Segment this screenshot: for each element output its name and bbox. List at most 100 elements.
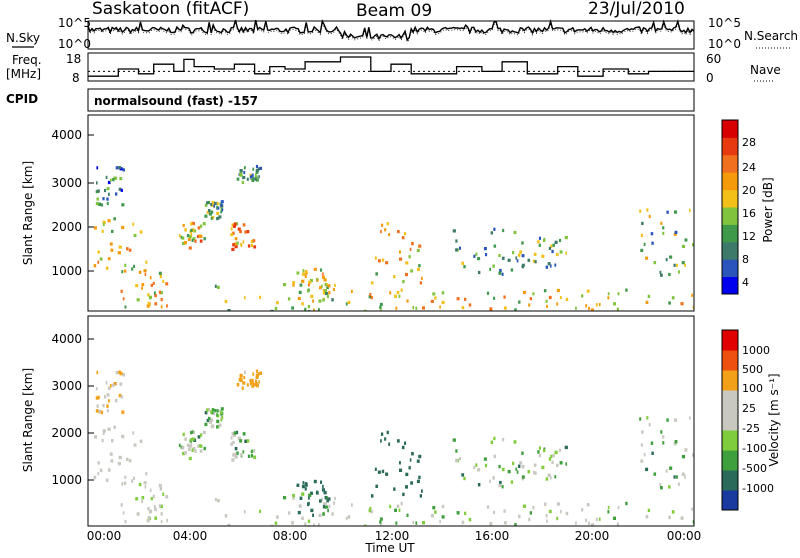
power-cell: [313, 267, 317, 271]
velocity-cell: [188, 456, 192, 461]
velocity-cell: [122, 511, 125, 515]
power-cell: [162, 279, 165, 283]
velocity-cell: [313, 479, 317, 484]
velocity-cell: [145, 472, 148, 476]
power-cell: [565, 251, 567, 255]
velocity-cell: [202, 430, 206, 435]
power-cell: [124, 305, 127, 309]
power-cell: [512, 251, 515, 255]
power-cell: [97, 260, 100, 264]
velocity-cell: [141, 499, 143, 504]
velocity-cell: [136, 512, 140, 516]
power-cell: [97, 250, 100, 254]
velocity-cell: [135, 497, 139, 501]
power-cell: [204, 203, 208, 207]
velocity-cell: [489, 522, 493, 526]
velocity-cell: [112, 383, 115, 387]
power-cell: [681, 261, 685, 265]
power-cell: [102, 220, 106, 224]
velocity-cell: [199, 433, 203, 437]
velocity-cell: [651, 451, 654, 455]
power-cell: [521, 241, 524, 245]
velocity-cell: [236, 383, 240, 387]
power-cell: [104, 188, 107, 193]
velocity-cell: [477, 483, 481, 487]
power-cell: [119, 177, 123, 181]
power-cell: [126, 247, 129, 251]
power-frame: [87, 114, 695, 312]
power-cell: [575, 306, 577, 310]
power-cell: [214, 284, 217, 288]
power-cell: [665, 258, 668, 262]
velocity-cell: [538, 446, 541, 450]
power-cell: [117, 251, 121, 255]
power-cell: [206, 210, 210, 214]
velocity-cell: [430, 514, 434, 518]
velocity-cell: [533, 463, 537, 467]
power-cell: [581, 294, 584, 298]
power-cell: [503, 306, 507, 310]
velocity-cell: [133, 476, 135, 480]
velocity-cell: [118, 393, 122, 398]
velocity-cell: [186, 443, 190, 447]
power-cell: [120, 188, 123, 192]
velocity-cell: [220, 410, 223, 415]
power-cell: [598, 303, 601, 307]
velocity-cell: [121, 410, 125, 414]
power-cell: [210, 216, 213, 220]
power-cell: [189, 234, 192, 238]
velocity-cell: [595, 517, 598, 521]
velocity-cell: [236, 451, 239, 455]
power-cell: [258, 175, 260, 179]
power-cell: [102, 197, 105, 201]
power-cell: [216, 211, 220, 215]
power-cell: [159, 291, 163, 295]
velocity-cell: [258, 380, 260, 384]
velocity-cell: [146, 519, 150, 523]
power-cell: [301, 302, 304, 306]
power-cell: [545, 265, 549, 269]
velocity-cell: [521, 451, 524, 455]
velocity-cell: [452, 438, 456, 442]
velocity-cell: [351, 503, 353, 507]
velocity-cell: [254, 383, 257, 387]
velocity-cell: [405, 472, 409, 477]
power-cell: [545, 299, 548, 303]
velocity-cell: [219, 409, 222, 414]
power-cbar-ticks: 28 24 20 16 12 8 4: [742, 136, 756, 289]
velocity-cell: [639, 417, 642, 421]
velocity-cell: [590, 523, 594, 526]
power-cell: [586, 289, 590, 293]
power-cell: [270, 309, 274, 311]
power-cell: [389, 291, 392, 295]
power-cell: [121, 270, 124, 274]
velocity-panel: 4000 3000 2000 1000 Slant Range [km] 100…: [21, 315, 781, 527]
velocity-cell: [310, 508, 314, 513]
velocity-cell: [232, 433, 236, 437]
power-cell: [393, 275, 396, 279]
power-cell: [546, 304, 548, 308]
velocity-cell: [292, 493, 295, 498]
velocity-cell: [684, 448, 688, 452]
velocity-cell: [493, 436, 496, 441]
velocity-cell: [416, 479, 420, 484]
velocity-cell: [385, 472, 389, 476]
date-title: 23/Jul/2010: [588, 0, 685, 19]
power-cell: [255, 170, 259, 174]
power-cell: [490, 231, 493, 235]
velocity-cell: [461, 520, 465, 525]
velocity-cell: [160, 512, 163, 516]
velocity-cell: [327, 508, 329, 513]
power-cell: [246, 177, 249, 181]
power-cell: [259, 166, 262, 170]
power-cell: [379, 302, 383, 307]
power-cell: [105, 266, 109, 270]
velocity-cell: [251, 454, 254, 458]
velocity-cell: [308, 524, 311, 526]
velocity-cell: [310, 491, 313, 495]
nsearch-label: N.Search: [744, 29, 798, 43]
velocity-cell: [647, 508, 651, 513]
power-cell: [397, 230, 400, 234]
velocity-cell: [371, 494, 374, 498]
power-cell: [254, 177, 257, 181]
